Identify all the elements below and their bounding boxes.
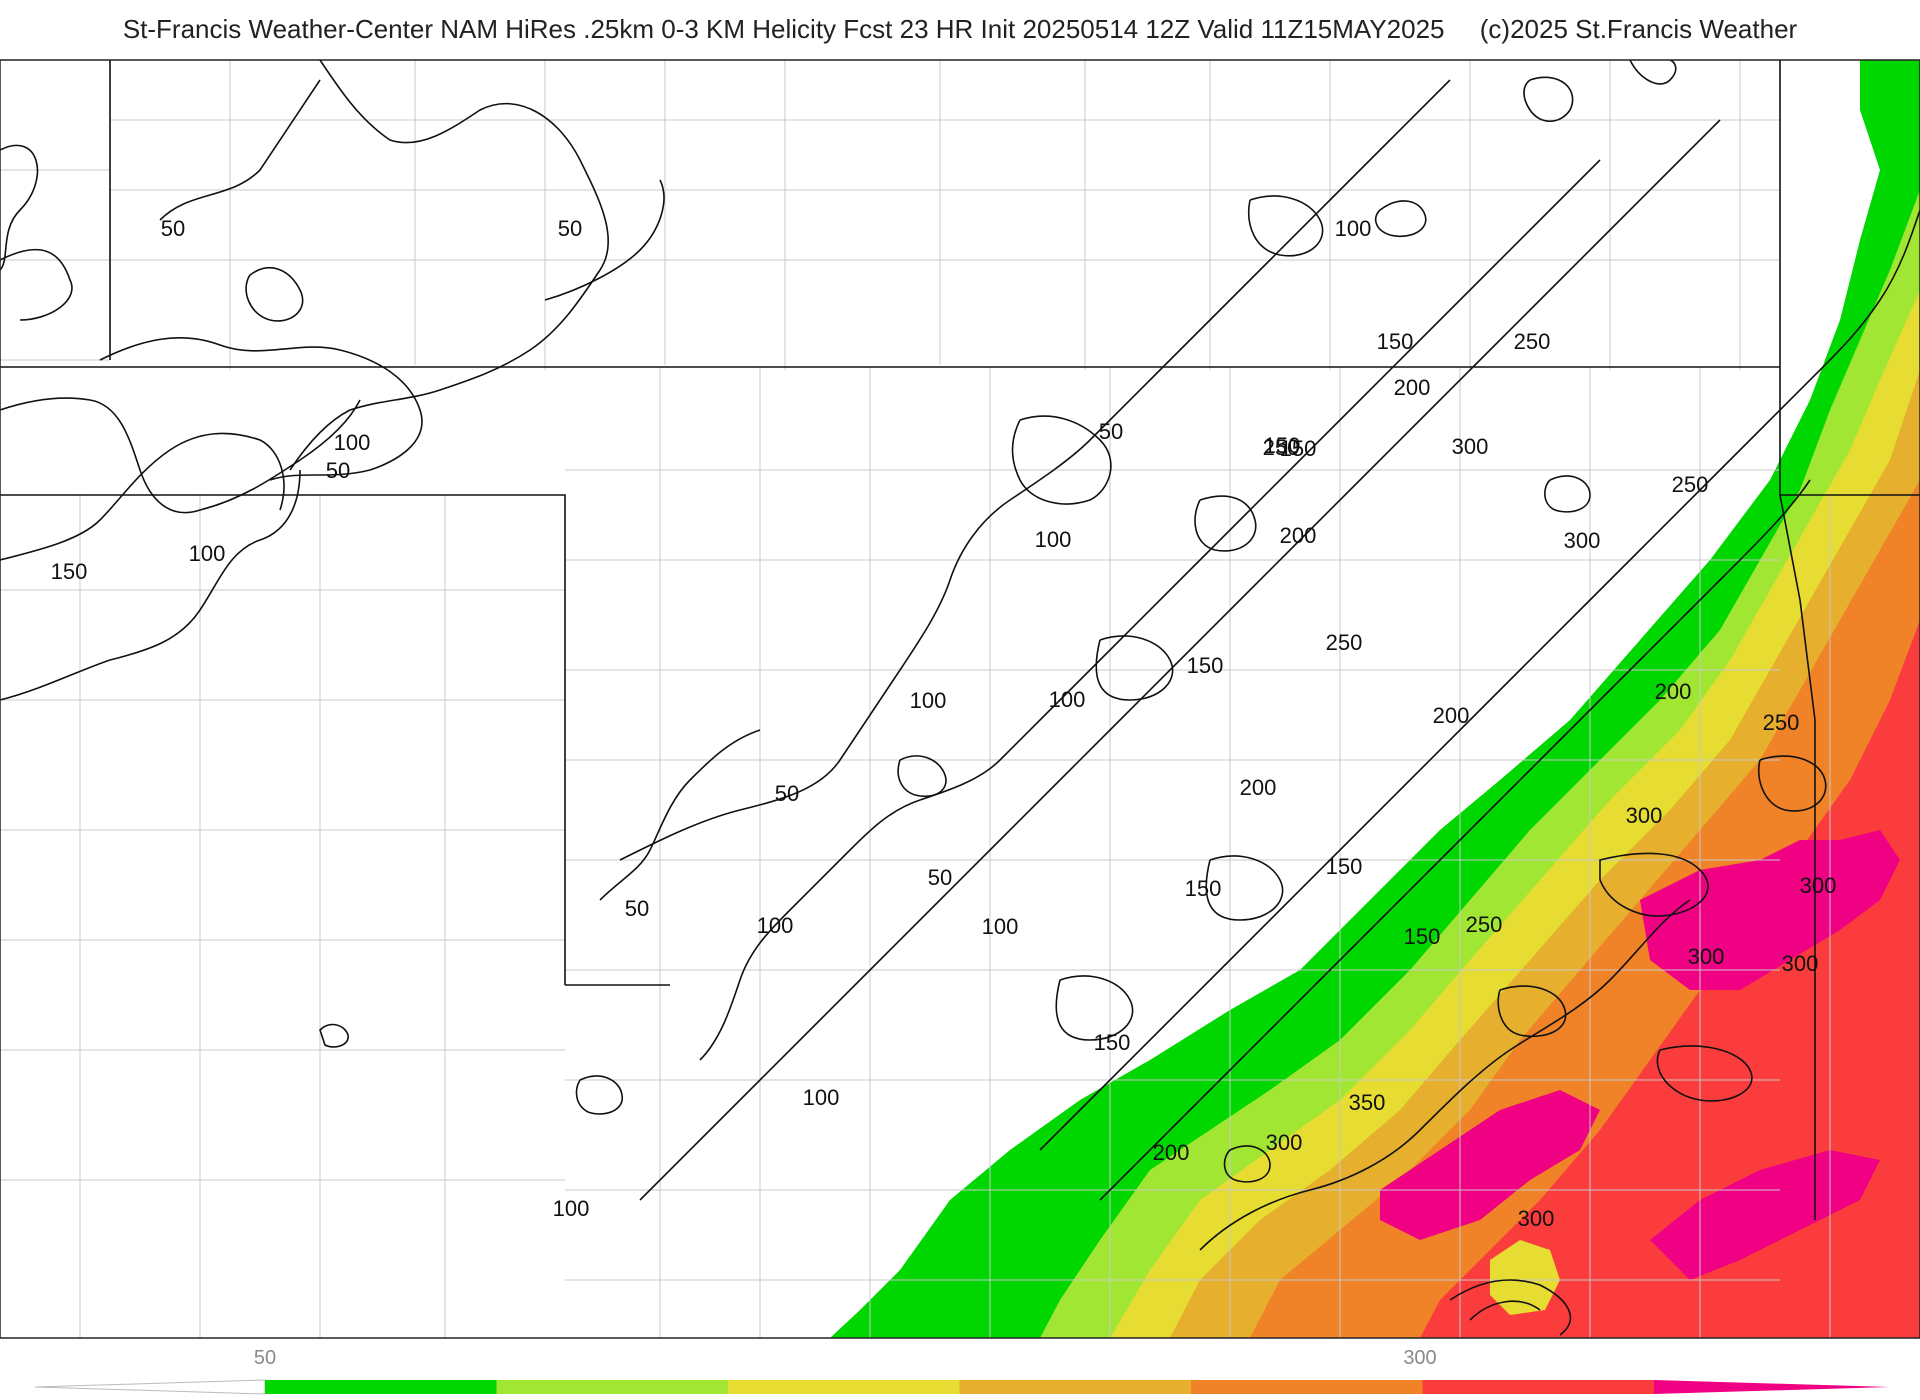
contour-label: 200 (1394, 375, 1431, 400)
contour-label: 100 (553, 1196, 590, 1221)
contour-label: 150 (1326, 854, 1363, 879)
colorbar-swatch-end (1654, 1380, 1890, 1394)
colorbar-swatch-start (34, 1379, 266, 1395)
colorbar-swatch (265, 1380, 497, 1394)
colorbar-swatch (728, 1380, 960, 1394)
contour-label: 50 (558, 216, 582, 241)
colorbar-tick-300: 300 (1403, 1347, 1436, 1369)
contour-label: 50 (161, 216, 185, 241)
contour-label: 250 (1672, 472, 1709, 497)
county-lines (0, 60, 1831, 1338)
contour-label: 50 (625, 896, 649, 921)
contour-label: 100 (1335, 216, 1372, 241)
band-blob-south (1490, 1240, 1560, 1315)
contour-label: 150 (1377, 329, 1414, 354)
state-borders (0, 60, 1920, 1220)
band-300 (1420, 620, 1920, 1338)
contour-label: 350 (1349, 1090, 1386, 1115)
contour-label: 100 (757, 913, 794, 938)
contour-label: 300 (1564, 528, 1601, 553)
contour-labels: 5050100501501001001502502001502505015030… (51, 216, 1837, 1231)
map-frame (0, 60, 1920, 1338)
contour-label: 150 (51, 559, 88, 584)
colorbar-tick-50: 50 (254, 1347, 276, 1369)
band-350-east (1640, 830, 1900, 990)
contour-label: 100 (982, 914, 1019, 939)
contour-label: 50 (326, 458, 350, 483)
contour-label: 50 (775, 781, 799, 806)
contour-label: 150 (1280, 436, 1317, 461)
contour-label: 100 (1035, 527, 1072, 552)
contour-label: 200 (1153, 1140, 1190, 1165)
contour-label: 100 (910, 688, 947, 713)
map-title: St-Francis Weather-Center NAM HiRes .25k… (0, 14, 1920, 45)
contour-label: 50 (1099, 419, 1123, 444)
contour-label: 100 (1049, 687, 1086, 712)
contour-label: 300 (1266, 1130, 1303, 1155)
contour-label: 300 (1518, 1206, 1555, 1231)
contour-label: 200 (1433, 703, 1470, 728)
contour-label: 300 (1782, 951, 1819, 976)
map-border (0, 59, 1920, 1339)
colorbar-swatches (34, 1379, 1890, 1395)
contour-label: 50 (928, 865, 952, 890)
colorbar-swatch (1422, 1380, 1654, 1394)
colorbar-swatch (959, 1380, 1191, 1394)
band-350-south (1380, 1090, 1600, 1240)
helicity-contours (0, 60, 1920, 1336)
contour-label: 200 (1655, 679, 1692, 704)
colorbar-swatch (496, 1380, 728, 1394)
colorbar: 50 300 (34, 1347, 1890, 1395)
contour-label: 150 (1187, 653, 1224, 678)
contour-label: 300 (1800, 873, 1837, 898)
contour-label: 200 (1240, 775, 1277, 800)
contour-label: 250 (1326, 630, 1363, 655)
contour-label: 100 (189, 541, 226, 566)
contour-label: 150 (1094, 1030, 1131, 1055)
copyright-text: (c)2025 St.Francis Weather (1479, 14, 1798, 44)
contour-label: 250 (1263, 435, 1300, 460)
contour-label: 100 (803, 1085, 840, 1110)
contour-label: 300 (1688, 944, 1725, 969)
contour-label: 300 (1626, 803, 1663, 828)
contour-label: 150 (1264, 433, 1301, 458)
contour-label: 250 (1763, 710, 1800, 735)
title-text: St-Francis Weather-Center NAM HiRes .25k… (122, 14, 1445, 44)
contour-label: 100 (334, 430, 371, 455)
colorbar-swatch (1191, 1380, 1423, 1394)
contour-label: 300 (1452, 434, 1489, 459)
contour-label: 250 (1514, 329, 1551, 354)
contour-label: 200 (1280, 523, 1317, 548)
contour-label: 150 (1404, 924, 1441, 949)
contour-label: 250 (1466, 912, 1503, 937)
band-350-se (1650, 1150, 1880, 1280)
contour-label: 150 (1185, 876, 1222, 901)
